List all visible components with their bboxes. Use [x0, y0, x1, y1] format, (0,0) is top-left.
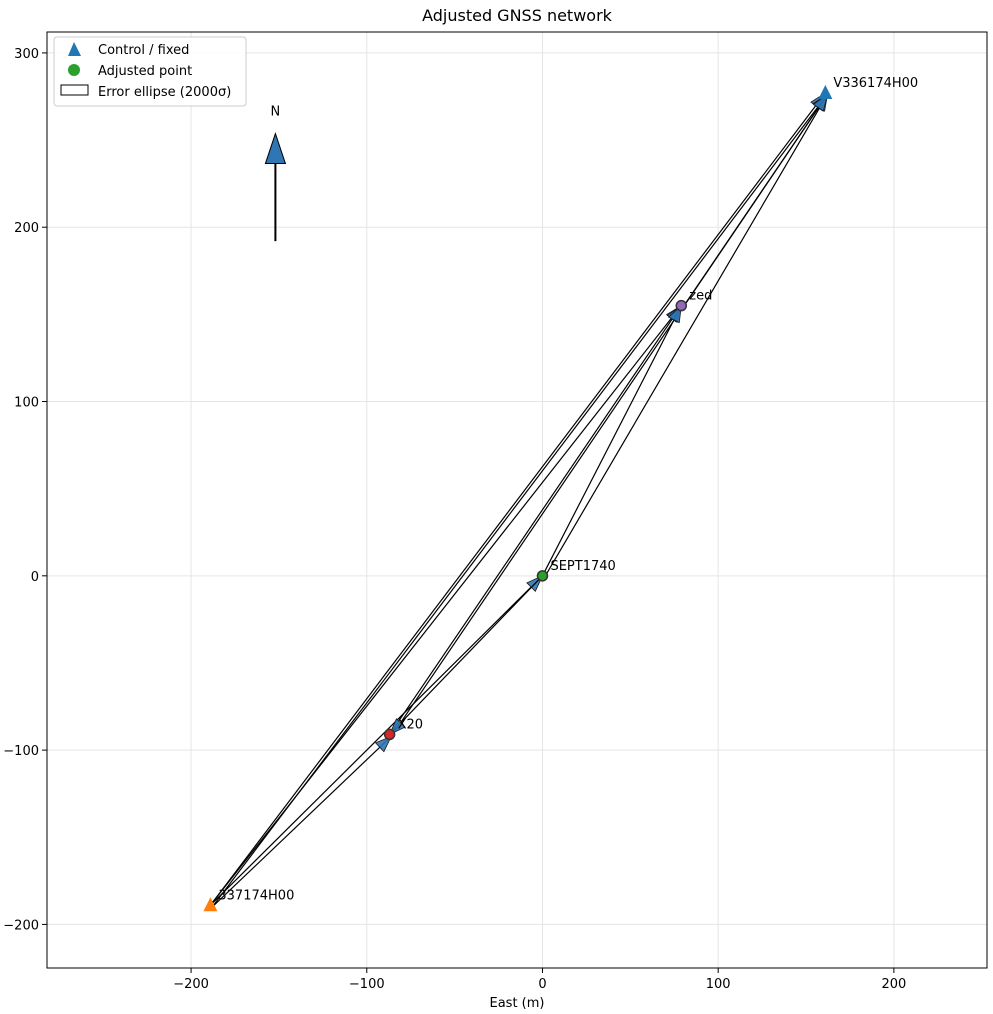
legend-entry-ellipse: Error ellipse (2000σ) — [98, 85, 231, 100]
baseline-layer — [209, 92, 829, 908]
point-label: 337174H00 — [218, 888, 294, 903]
adjusted-point-marker — [383, 728, 396, 741]
legend-ellipse-marker — [60, 84, 89, 96]
x-tick-label: 100 — [706, 977, 731, 992]
legend-adjusted-marker — [68, 64, 80, 76]
baseline-vector — [389, 305, 682, 735]
legend: Control / fixed Adjusted point Error ell… — [53, 36, 247, 107]
baseline-vector — [544, 93, 829, 578]
x-tick-label: −200 — [173, 977, 209, 992]
legend-control-marker — [68, 42, 81, 56]
control-point-marker — [203, 897, 218, 912]
point-layer: V336174H00 337174H00 zed SEPT1740 X20 — [203, 76, 918, 912]
point-label: zed — [689, 289, 712, 304]
point-label: X20 — [398, 717, 423, 732]
baseline-vector — [209, 92, 826, 906]
tick-layer: −200 −100 0 100 200 −200 −100 0 100 200 300 — [3, 47, 906, 992]
north-arrow-head — [264, 131, 287, 165]
y-tick-label: −100 — [3, 744, 39, 759]
y-tick-label: 300 — [14, 47, 39, 62]
point-label: SEPT1740 — [550, 559, 615, 574]
baseline-arrowhead — [374, 735, 393, 753]
x-axis-label: East (m) — [490, 996, 545, 1011]
baseline-vector — [209, 575, 543, 906]
baseline-vector — [211, 735, 392, 908]
adjusted-point-marker — [675, 299, 688, 312]
north-arrow: N — [264, 105, 287, 242]
y-tick-label: −200 — [3, 918, 39, 933]
baseline-vector — [541, 305, 682, 577]
control-point-marker — [818, 85, 833, 100]
adjusted-point-marker — [536, 570, 549, 582]
plot-frame — [46, 31, 988, 969]
x-tick-label: 0 — [538, 977, 546, 992]
y-tick-label: 0 — [31, 570, 39, 585]
y-tick-label: 200 — [14, 221, 39, 236]
baseline-vector — [209, 305, 682, 906]
north-arrow-label: N — [271, 105, 281, 120]
legend-entry-adjusted: Adjusted point — [98, 64, 192, 79]
legend-box — [53, 36, 247, 107]
x-tick-label: 200 — [881, 977, 906, 992]
y-tick-label: 100 — [14, 396, 39, 411]
point-label: V336174H00 — [833, 76, 918, 91]
baseline-vector — [389, 575, 543, 735]
baseline-vector — [682, 94, 828, 308]
x-tick-label: −100 — [349, 977, 385, 992]
chart-title: Adjusted GNSS network — [422, 6, 613, 25]
legend-entry-control: Control / fixed — [98, 43, 189, 58]
